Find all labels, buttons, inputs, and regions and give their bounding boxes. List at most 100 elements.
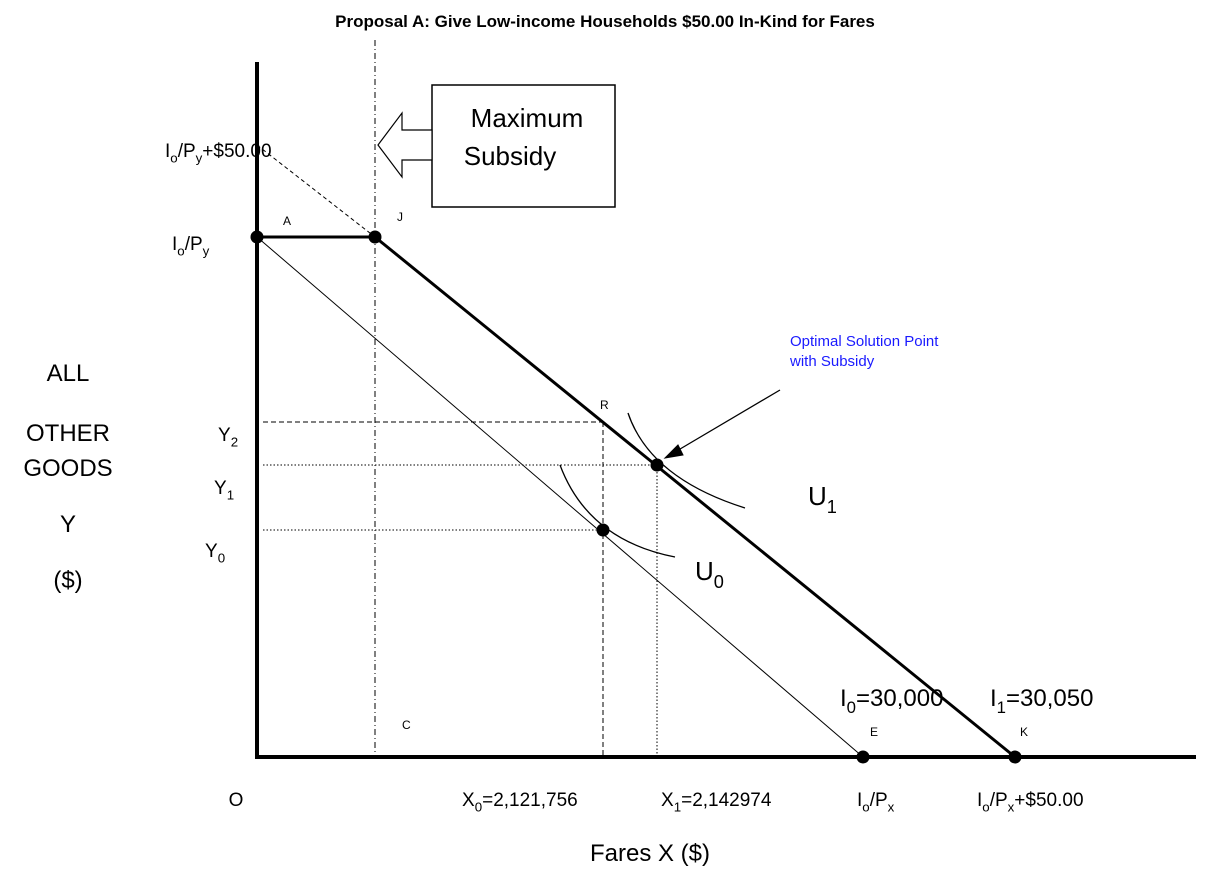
- text-segment: =30,000: [856, 685, 943, 712]
- text-segment: =30,050: [1006, 685, 1093, 712]
- curve-label: U0: [695, 556, 724, 592]
- point-label: J: [397, 210, 403, 224]
- x-tick-label: Io/Px+$50.00: [977, 790, 1084, 815]
- subscript: o: [862, 800, 869, 815]
- text-segment: Subsidy: [464, 141, 557, 171]
- point-label: R: [600, 398, 609, 412]
- subscript: 1: [997, 698, 1006, 717]
- x-tick-label: X0=2,121,756: [462, 790, 578, 815]
- text-segment: U: [808, 481, 827, 511]
- annotation: Optimal Solution Point: [790, 333, 939, 350]
- x-axis-title: Fares X ($): [590, 840, 710, 867]
- x-tick-label: Io/Px: [857, 790, 895, 815]
- subscript: 0: [847, 698, 856, 717]
- y-axis-title: Y: [60, 511, 76, 538]
- hollow-arrow: [377, 111, 433, 179]
- point-k: [1008, 750, 1022, 764]
- point-e: [856, 750, 870, 764]
- text-segment: ($): [53, 567, 82, 594]
- subscript: o: [170, 151, 177, 166]
- y-axis-title: ($): [53, 567, 82, 594]
- subscript: x: [1008, 800, 1015, 815]
- income-label: I0=30,000: [840, 685, 943, 717]
- point-optimum-0: [596, 523, 610, 537]
- text-segment: R: [600, 398, 609, 412]
- y-tick-label: Y0: [205, 541, 225, 566]
- point-label: K: [1020, 725, 1028, 739]
- text-segment: X: [462, 790, 475, 811]
- subscript: y: [203, 244, 210, 259]
- point-optimum-1: [650, 458, 664, 472]
- text-segment: Maximum: [471, 103, 584, 133]
- indifference-curve-u1: [627, 412, 746, 509]
- text-segment: Y: [214, 478, 227, 499]
- text-segment: J: [397, 210, 403, 224]
- text-segment: =2,121,756: [482, 790, 578, 811]
- text-segment: X: [661, 790, 674, 811]
- point-label: C: [402, 718, 411, 732]
- text-segment: /P: [185, 234, 203, 255]
- indifference-curve-u0: [559, 464, 676, 558]
- text-segment: O: [229, 790, 244, 811]
- text-segment: E: [870, 725, 878, 739]
- pointer-arrow-head: [663, 444, 684, 459]
- text-segment: U: [695, 556, 714, 586]
- income-label: I1=30,050: [990, 685, 1093, 717]
- subscript: o: [982, 800, 989, 815]
- text-segment: GOODS: [23, 455, 112, 482]
- text-segment: +$50.00: [1014, 790, 1083, 811]
- subscript: 0: [218, 551, 225, 566]
- subscript: 1: [227, 488, 234, 503]
- text-segment: /P: [870, 790, 888, 811]
- text-segment: C: [402, 718, 411, 732]
- subscript: 2: [231, 435, 238, 450]
- subscript: 1: [827, 497, 837, 517]
- text-segment: I: [840, 685, 847, 712]
- text-segment: Y: [218, 425, 231, 446]
- text-segment: I: [977, 790, 982, 811]
- budget-line-original: [256, 236, 864, 758]
- x-tick-label: X1=2,142974: [661, 790, 772, 815]
- text-segment: Y: [205, 541, 218, 562]
- text-segment: I: [990, 685, 997, 712]
- text-segment: A: [283, 214, 291, 228]
- text-segment: +$50.00: [202, 141, 271, 162]
- y-tick-label: Y2: [218, 425, 238, 450]
- subscript: o: [177, 244, 184, 259]
- text-segment: I: [165, 141, 170, 162]
- y-axis-title: ALL: [47, 360, 90, 387]
- curve-label: U1: [808, 481, 837, 517]
- point-label: E: [870, 725, 878, 739]
- pointer-arrow: [674, 389, 781, 453]
- text-segment: Fares X ($): [590, 840, 710, 867]
- text-segment: K: [1020, 725, 1028, 739]
- text-segment: Y: [60, 511, 76, 538]
- text-segment: Optimal Solution Point: [790, 333, 939, 350]
- y-tick-label: Y1: [214, 478, 234, 503]
- point-a: [250, 230, 264, 244]
- subscript: 0: [714, 572, 724, 592]
- y-tick-label: Io/Py: [172, 234, 210, 259]
- subscript: 1: [674, 800, 681, 815]
- box-text: Subsidy: [464, 141, 557, 171]
- subscript: 0: [475, 800, 482, 815]
- text-segment: /P: [990, 790, 1008, 811]
- annotation: with Subsidy: [789, 353, 875, 370]
- y-axis-title: OTHER: [26, 420, 110, 447]
- text-segment: /P: [178, 141, 196, 162]
- text-segment: =2,142974: [681, 790, 772, 811]
- y-axis-title: GOODS: [23, 455, 112, 482]
- text-segment: I: [857, 790, 862, 811]
- text-segment: OTHER: [26, 420, 110, 447]
- text-segment: with Subsidy: [789, 353, 875, 370]
- text-segment: Proposal A: Give Low-income Households $…: [335, 12, 875, 31]
- budget-line-subsidy: [374, 235, 1016, 759]
- budget-extension: [256, 144, 376, 238]
- title: Proposal A: Give Low-income Households $…: [335, 12, 875, 31]
- text-segment: ALL: [47, 360, 90, 387]
- point-j: [368, 230, 382, 244]
- origin-label: O: [229, 790, 244, 811]
- text-segment: I: [172, 234, 177, 255]
- y-tick-label: Io/Py+$50.00: [165, 141, 272, 166]
